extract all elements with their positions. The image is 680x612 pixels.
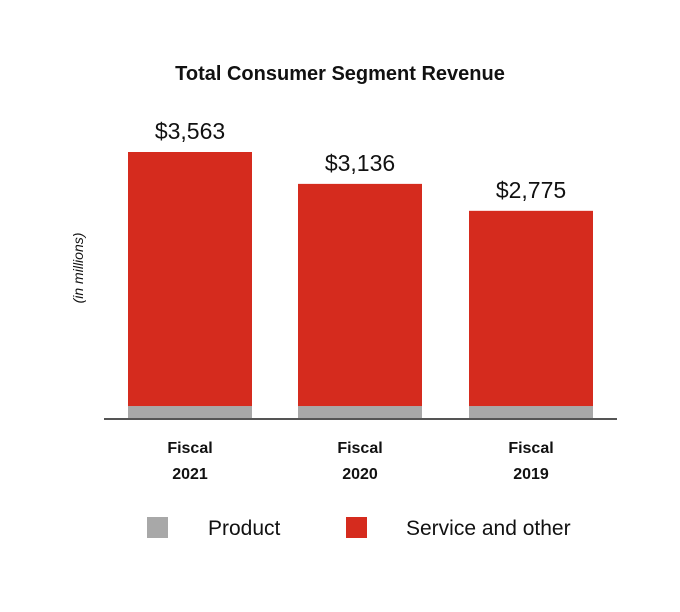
labels-layer: $3,563 $3,136 $2,775 [155,118,566,203]
x-tick-label-3-line-1: Fiscal [508,440,553,457]
x-tick-label-2-line-1: Fiscal [337,440,382,457]
y-axis-label: (in millions) [70,233,86,304]
legend-label-product: Product [208,517,281,540]
total-label-2: $3,136 [325,150,395,176]
bar-service-2 [298,183,422,407]
x-tick-label-1-line-2: 2021 [172,466,208,483]
legend-label-service: Service and other [406,517,571,540]
bar-product-2 [298,406,422,418]
legend-swatch-product [147,517,168,538]
legend-swatch-service [346,517,367,538]
x-tick-label-2-line-2: 2020 [342,466,378,483]
x-tick-labels: Fiscal 2021 Fiscal 2020 Fiscal 2019 [167,440,553,483]
bars-layer [128,152,593,418]
bar-product-1 [128,406,252,418]
total-label-3: $2,775 [496,177,566,203]
bar-product-3 [469,406,593,418]
bar-service-3 [469,210,593,407]
x-tick-label-1-line-1: Fiscal [167,440,212,457]
bar-service-1 [128,152,252,407]
x-tick-label-3-line-2: 2019 [513,466,549,483]
chart-title: Total Consumer Segment Revenue [175,63,505,85]
legend: Product Service and other [147,517,571,540]
total-label-1: $3,563 [155,118,225,144]
